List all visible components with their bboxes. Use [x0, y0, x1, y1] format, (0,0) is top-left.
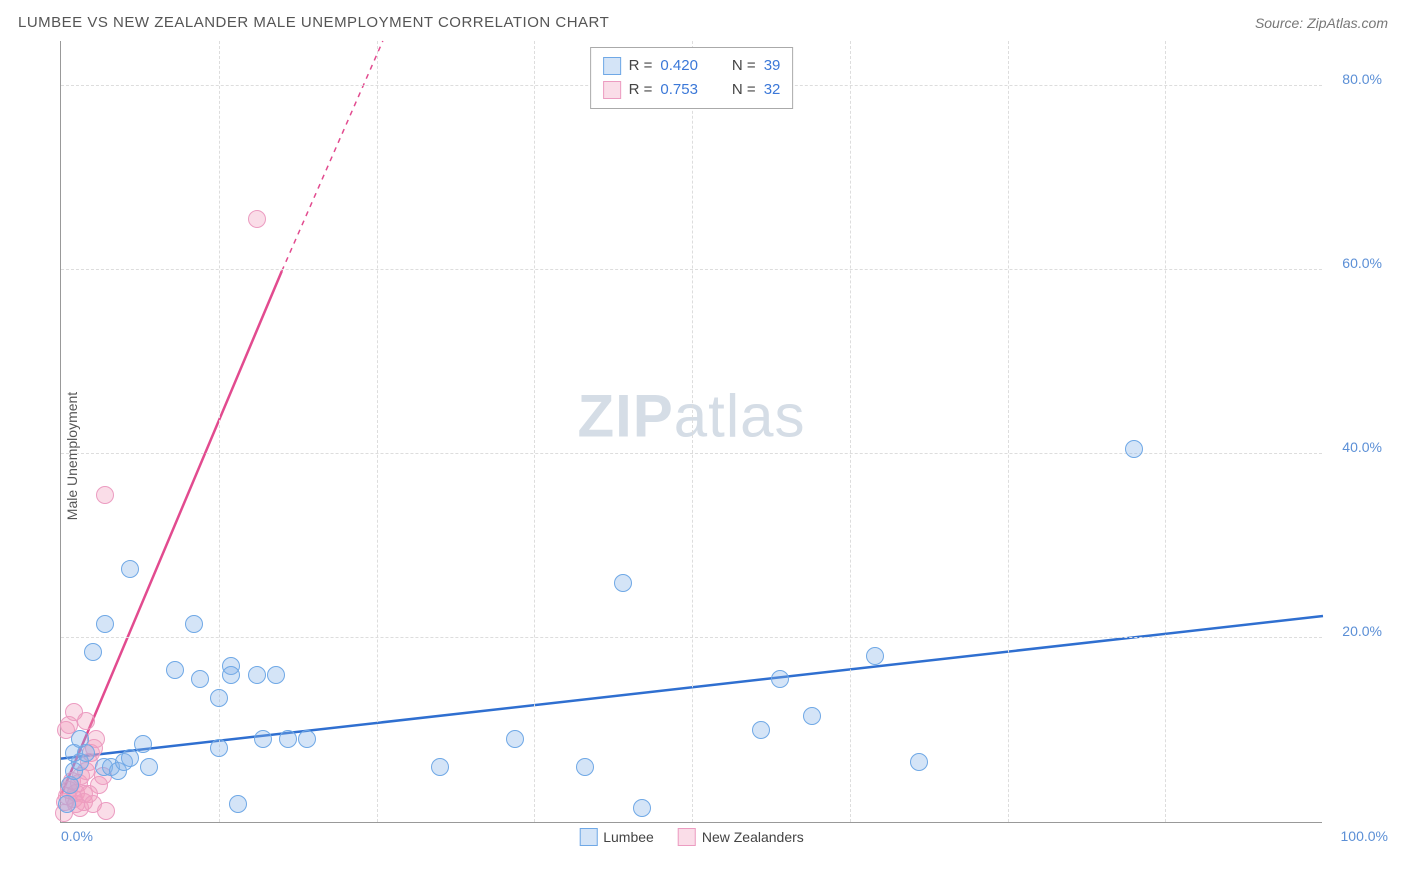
data-point	[191, 670, 209, 688]
y-tick-label: 80.0%	[1342, 71, 1382, 87]
legend-series-item: New Zealanders	[678, 828, 804, 846]
data-point	[431, 758, 449, 776]
legend-series-item: Lumbee	[579, 828, 654, 846]
data-point	[298, 730, 316, 748]
data-point	[254, 730, 272, 748]
data-point	[77, 712, 95, 730]
data-point	[267, 666, 285, 684]
data-point	[248, 210, 266, 228]
data-point	[121, 749, 139, 767]
data-point	[166, 661, 184, 679]
legend-series-label: Lumbee	[603, 829, 654, 845]
data-point	[134, 735, 152, 753]
data-point	[279, 730, 297, 748]
data-point	[71, 730, 89, 748]
data-point	[210, 739, 228, 757]
data-point	[506, 730, 524, 748]
y-tick-label: 60.0%	[1342, 255, 1382, 271]
data-point	[614, 574, 632, 592]
gridline-v	[377, 41, 378, 822]
data-point	[771, 670, 789, 688]
legend-swatch	[603, 57, 621, 75]
legend-swatch	[603, 81, 621, 99]
legend-row: R = 0.753 N = 32	[603, 78, 781, 102]
x-tick-label: 0.0%	[61, 828, 93, 844]
data-point	[185, 615, 203, 633]
data-point	[866, 647, 884, 665]
data-point	[752, 721, 770, 739]
y-tick-label: 40.0%	[1342, 439, 1382, 455]
gridline-v	[692, 41, 693, 822]
legend-row: R = 0.420 N = 39	[603, 54, 781, 78]
data-point	[210, 689, 228, 707]
data-point	[96, 615, 114, 633]
legend-r-label: R =	[629, 78, 653, 102]
data-point	[248, 666, 266, 684]
data-point	[140, 758, 158, 776]
legend-n-label: N =	[732, 54, 756, 78]
legend-swatch	[678, 828, 696, 846]
chart-container: Male Unemployment ZIPatlas R = 0.420N = …	[14, 41, 1392, 871]
legend-series: Lumbee New Zealanders	[579, 828, 804, 846]
legend-n-value: 32	[764, 78, 781, 102]
chart-source: Source: ZipAtlas.com	[1255, 15, 1388, 31]
data-point	[84, 643, 102, 661]
data-point	[97, 802, 115, 820]
legend-correlation: R = 0.420 N = 39 R = 0.753 N = 32	[590, 47, 794, 109]
legend-n-value: 39	[764, 54, 781, 78]
chart-header: LUMBEE VS NEW ZEALANDER MALE UNEMPLOYMEN…	[14, 14, 1392, 37]
legend-r-label: R =	[629, 54, 653, 78]
plot-area: ZIPatlas R = 0.420N = 39R = 0.753N = 32 …	[60, 41, 1322, 823]
gridline-v	[1165, 41, 1166, 822]
gridline-v	[850, 41, 851, 822]
legend-series-label: New Zealanders	[702, 829, 804, 845]
data-point	[229, 795, 247, 813]
gridline-v	[534, 41, 535, 822]
data-point	[803, 707, 821, 725]
data-point	[58, 795, 76, 813]
data-point	[633, 799, 651, 817]
legend-r-value: 0.753	[660, 78, 698, 102]
legend-n-label: N =	[732, 78, 756, 102]
data-point	[96, 486, 114, 504]
data-point	[910, 753, 928, 771]
data-point	[121, 560, 139, 578]
legend-swatch	[579, 828, 597, 846]
data-point	[1125, 440, 1143, 458]
x-tick-label: 100.0%	[1341, 828, 1388, 844]
chart-title: LUMBEE VS NEW ZEALANDER MALE UNEMPLOYMEN…	[18, 14, 609, 31]
y-tick-label: 20.0%	[1342, 623, 1382, 639]
legend-r-value: 0.420	[660, 54, 698, 78]
gridline-v	[1008, 41, 1009, 822]
data-point	[576, 758, 594, 776]
data-point	[222, 666, 240, 684]
